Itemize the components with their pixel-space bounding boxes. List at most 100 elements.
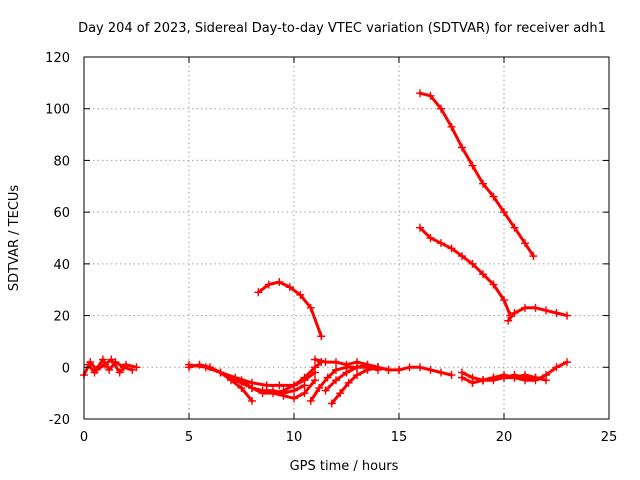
data-point [426, 234, 435, 242]
data-point [262, 381, 271, 390]
data-point [279, 386, 288, 395]
y-tick-label: 0 [62, 361, 70, 376]
data-point [416, 223, 424, 232]
series-arc-06 [237, 376, 319, 403]
data-point [479, 376, 487, 385]
x-tick-label: 15 [391, 430, 408, 445]
data-series [80, 89, 571, 408]
series-arc-07 [254, 277, 326, 341]
y-tick-label: -20 [49, 413, 70, 428]
data-point [290, 394, 298, 403]
data-point [275, 381, 284, 390]
x-tick-label: 20 [496, 430, 513, 445]
data-point [447, 244, 456, 253]
data-point [458, 143, 466, 152]
data-point [311, 355, 319, 364]
y-tick-label: 60 [53, 206, 70, 221]
data-point [327, 399, 336, 408]
series-arc-15 [416, 223, 515, 320]
series-line [397, 365, 453, 377]
data-point [437, 104, 445, 113]
data-point [458, 252, 466, 261]
x-tick-label: 25 [601, 430, 618, 445]
data-point [285, 283, 294, 292]
data-point [529, 252, 538, 261]
data-point [510, 308, 519, 317]
data-point [237, 376, 246, 385]
data-point [552, 363, 561, 372]
series-arc-19 [458, 371, 540, 387]
data-point [237, 383, 246, 392]
data-point [300, 373, 309, 382]
series-arc-12 [327, 363, 382, 408]
series-line [506, 306, 569, 323]
data-point [306, 303, 315, 312]
data-point [363, 365, 372, 374]
data-point [563, 311, 571, 320]
series-line [240, 378, 317, 400]
y-tick-label: 100 [45, 103, 70, 118]
x-axis-label: GPS time / hours [290, 459, 399, 474]
data-point [321, 358, 330, 367]
data-point [468, 378, 477, 387]
data-point [468, 161, 477, 170]
data-point [395, 365, 403, 374]
data-point [479, 270, 487, 279]
y-tick-label: 80 [53, 154, 70, 169]
data-point [216, 368, 225, 377]
data-point [416, 89, 424, 98]
axis-ticks: 0 5 10 15 20 25 -20 0 20 40 60 80 100 120 [45, 51, 617, 445]
series-line [82, 358, 138, 377]
data-point [254, 288, 263, 297]
series-arc-16 [504, 303, 571, 325]
data-point [132, 363, 141, 372]
grid [84, 57, 609, 419]
data-point [269, 389, 277, 398]
data-point [458, 373, 466, 382]
data-point [521, 371, 529, 380]
data-point [489, 192, 498, 201]
data-point [531, 303, 540, 312]
data-point [542, 306, 550, 315]
data-point [248, 383, 256, 392]
data-point [107, 355, 116, 364]
x-tick-label: 0 [80, 430, 88, 445]
data-point [300, 381, 309, 390]
data-point [521, 239, 529, 248]
data-point [416, 363, 424, 372]
data-point [489, 280, 498, 289]
data-point [510, 373, 519, 382]
data-point [311, 376, 319, 385]
data-point [311, 363, 319, 372]
data-point [98, 355, 107, 364]
y-tick-label: 120 [45, 51, 70, 66]
series-line [418, 226, 512, 318]
data-point [447, 371, 456, 380]
y-tick-label: 20 [53, 310, 70, 325]
data-point [111, 358, 120, 367]
series-arc-11 [321, 360, 403, 395]
data-point [552, 308, 561, 317]
data-point [342, 360, 351, 369]
series-arc-18 [468, 358, 571, 387]
data-point [521, 303, 529, 312]
data-point [374, 363, 382, 372]
data-point [115, 368, 124, 377]
data-point [468, 259, 477, 268]
data-point [300, 389, 309, 398]
data-point [426, 365, 435, 374]
data-point [332, 365, 340, 374]
data-point [344, 378, 353, 387]
data-point [342, 368, 351, 377]
y-tick-label: 40 [53, 258, 70, 273]
data-point [500, 208, 508, 217]
data-point [426, 91, 435, 100]
data-point [336, 389, 345, 398]
data-point [105, 365, 114, 374]
data-point [384, 365, 393, 374]
data-point [306, 396, 315, 405]
data-point [317, 332, 326, 341]
x-tick-label: 5 [185, 430, 193, 445]
data-point [119, 363, 128, 372]
